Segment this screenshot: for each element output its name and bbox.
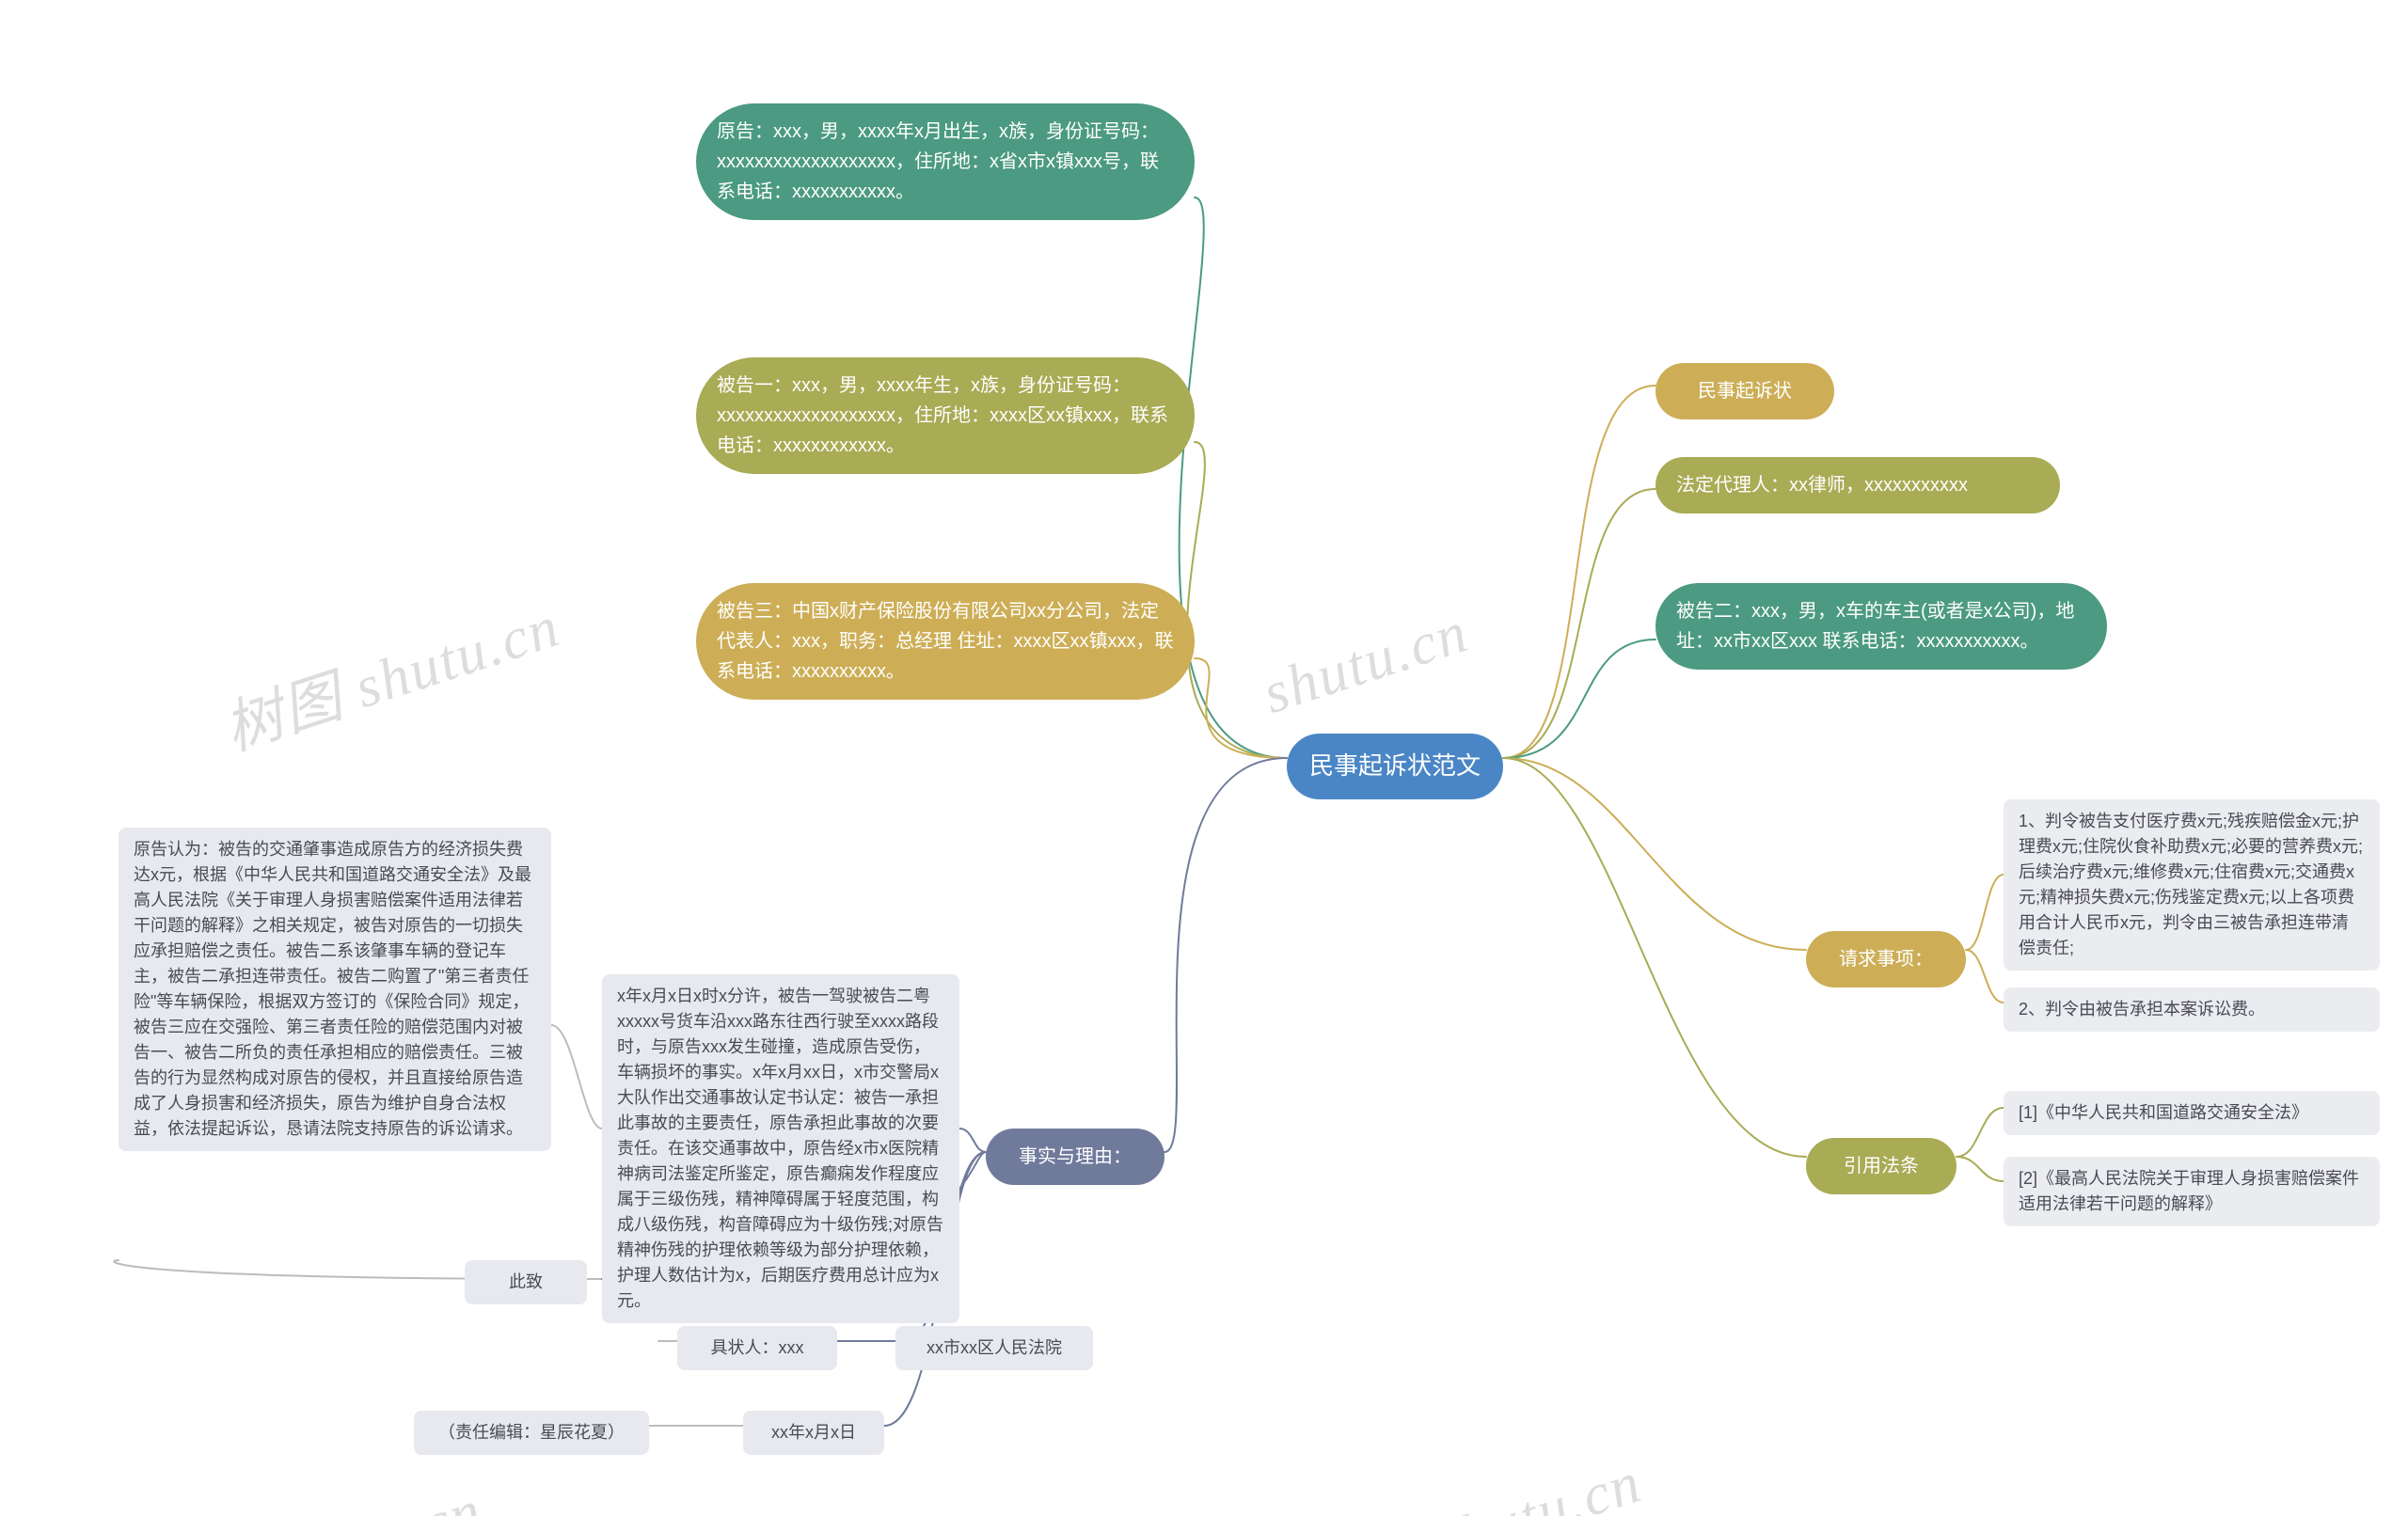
node-defendant-1: 被告一：xxx，男，xxxx年生，x族，身份证号码：xxxxxxxxxxxxxx… <box>696 357 1195 474</box>
watermark: 树图 shutu.cn <box>1293 1434 1651 1516</box>
box-sincerely: 此致 <box>465 1260 587 1304</box>
root-node: 民事起诉状范文 <box>1287 734 1503 799</box>
node-agent: 法定代理人：xx律师，xxxxxxxxxxx <box>1656 457 2060 513</box>
box-facts-narrative: x年x月x日x时x分许，被告一驾驶被告二粤xxxxx号货车沿xxx路东往西行驶至… <box>602 974 959 1323</box>
box-editor: （责任编辑：星辰花夏） <box>414 1411 649 1455</box>
node-defendant-3: 被告三：中国x财产保险股份有限公司xx分公司，法定代表人：xxx，职务：总经理 … <box>696 583 1195 700</box>
watermark: shutu.cn <box>1256 599 1477 728</box>
box-facts-opinion: 原告认为：被告的交通肇事造成原告方的经济损失费达x元，根据《中华人民共和国道路交… <box>119 828 551 1151</box>
box-date: xx年x月x日 <box>743 1411 884 1455</box>
box-claim-2: 2、判令由被告承担本案诉讼费。 <box>2004 987 2380 1032</box>
node-defendant-2: 被告二：xxx，男，x车的车主(或者是x公司)，地址：xx市xx区xxx 联系电… <box>1656 583 2107 670</box>
node-plaintiff: 原告：xxx，男，xxxx年x月出生，x族，身份证号码：xxxxxxxxxxxx… <box>696 103 1195 220</box>
box-court: xx市xx区人民法院 <box>895 1326 1093 1370</box>
box-law-2: [2]《最高人民法院关于审理人身损害赔偿案件适用法律若干问题的解释》 <box>2004 1157 2380 1226</box>
node-claims: 请求事项： <box>1806 931 1966 987</box>
box-law-1: [1]《中华人民共和国道路交通安全法》 <box>2004 1091 2380 1135</box>
box-claim-1: 1、判令被告支付医疗费x元;残疾赔偿金x元;护理费x元;住院伙食补助费x元;必要… <box>2004 799 2380 971</box>
node-facts: 事实与理由： <box>986 1129 1164 1185</box>
box-petitioner: 具状人：xxx <box>677 1326 837 1370</box>
node-doc-title: 民事起诉状 <box>1656 363 1834 419</box>
watermark: 图 shutu.cn <box>192 1462 492 1516</box>
watermark: 树图 shutu.cn <box>212 578 569 766</box>
node-law: 引用法条 <box>1806 1138 1956 1194</box>
edge-layer <box>0 0 2408 1516</box>
